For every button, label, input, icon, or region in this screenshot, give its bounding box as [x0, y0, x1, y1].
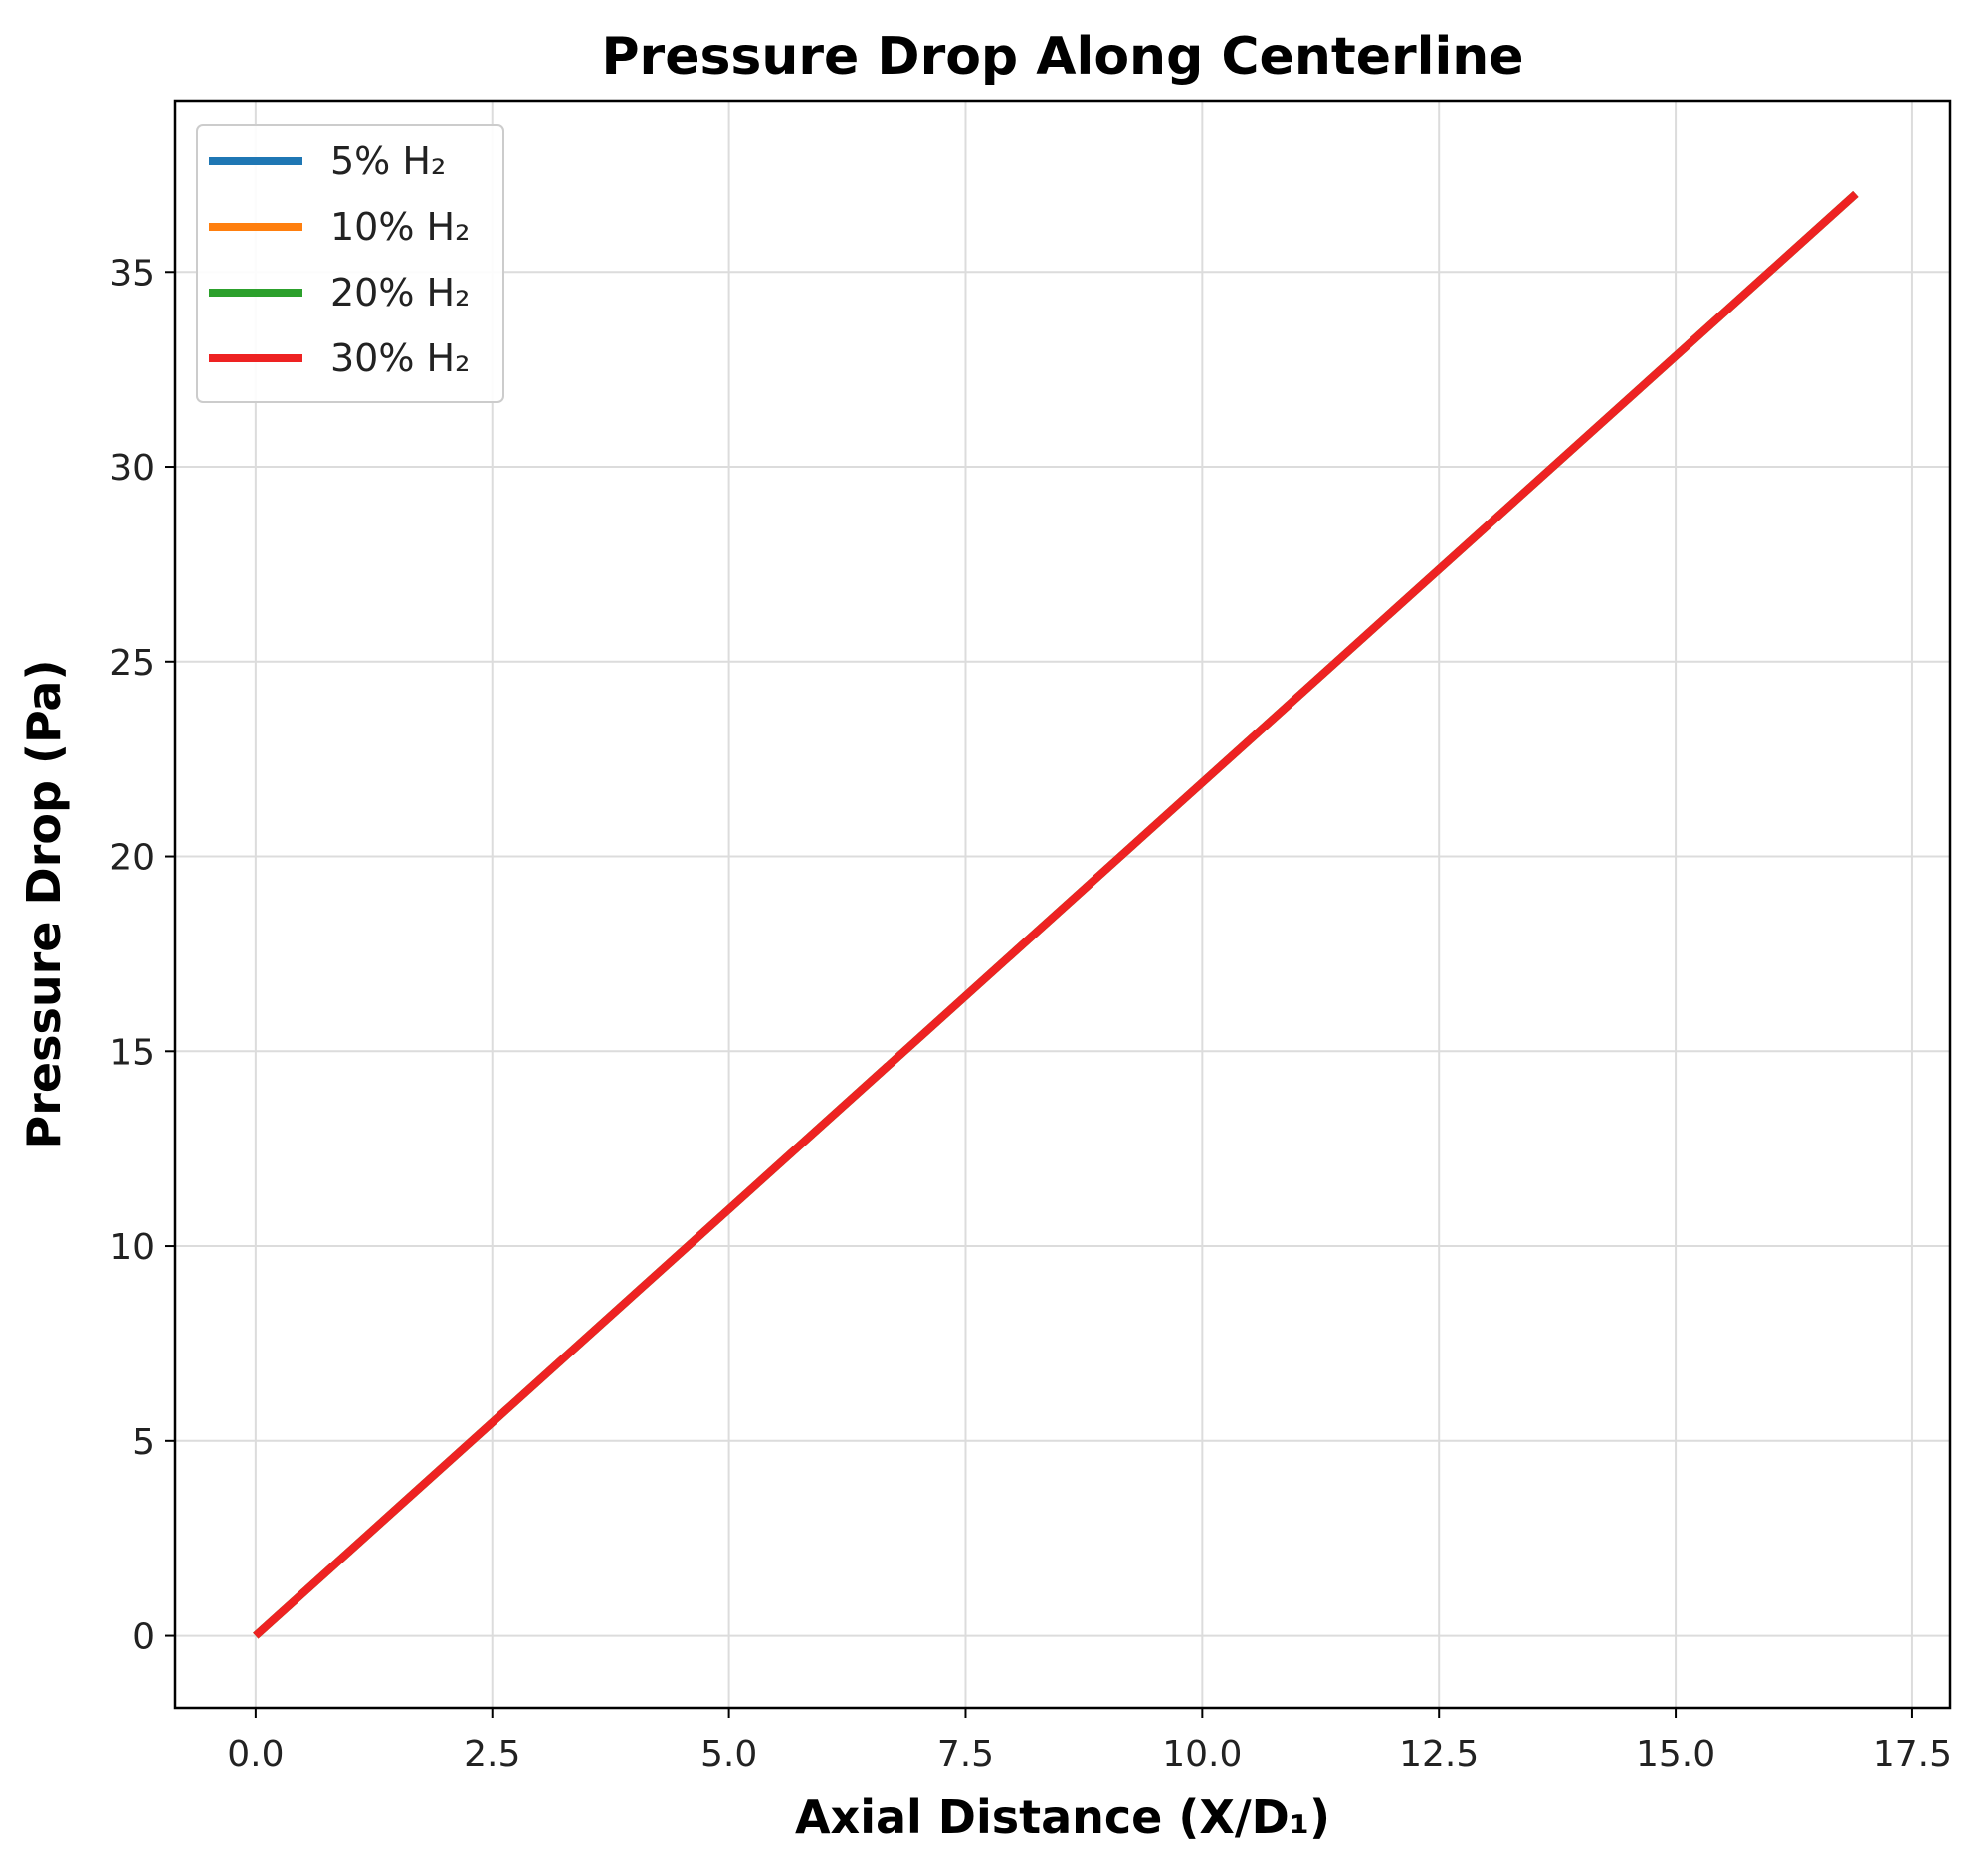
series-line	[253, 190, 1859, 1639]
x-tick-label: 7.5	[937, 1734, 994, 1774]
axes: 0.0 2.5 5.0 7.5 10.0 12.5 15.0 17.5 0 5 10 15 20 25 30…	[109, 99, 1952, 1774]
legend-label: 30% H₂	[330, 336, 470, 380]
y-tick-label: 25	[109, 643, 155, 684]
x-tick-label: 10.0	[1162, 1734, 1242, 1774]
y-tick-label: 10	[109, 1227, 155, 1268]
grid	[175, 101, 1950, 1708]
legend-box	[196, 124, 504, 403]
y-tick-label: 35	[109, 253, 155, 294]
x-tick-label: 0.0	[227, 1734, 284, 1774]
plot-lines	[253, 190, 1859, 1639]
plot-frame	[173, 99, 1952, 1710]
y-tick-label: 5	[132, 1422, 155, 1463]
legend-label: 20% H₂	[330, 271, 470, 314]
legend-label: 5% H₂	[330, 139, 446, 183]
x-tick-label: 15.0	[1636, 1734, 1715, 1774]
chart-title: Pressure Drop Along Centerline	[601, 27, 1523, 87]
y-tick-label: 20	[109, 838, 155, 879]
y-tick-label: 30	[109, 448, 155, 489]
y-tick-label: 15	[109, 1032, 155, 1073]
x-tick-label: 12.5	[1399, 1734, 1479, 1774]
legend: 5% H₂ 10% H₂ 20% H₂ 30% H₂	[196, 124, 504, 403]
x-tick-label: 2.5	[464, 1734, 520, 1774]
y-axis-label: Pressure Drop (Pa)	[17, 660, 71, 1149]
x-tick-label: 17.5	[1873, 1734, 1952, 1774]
legend-label: 10% H₂	[330, 205, 470, 249]
x-tick-label: 5.0	[700, 1734, 757, 1774]
y-tick-label: 0	[132, 1617, 155, 1658]
x-axis-label: Axial Distance (X/D₁)	[795, 1790, 1330, 1844]
